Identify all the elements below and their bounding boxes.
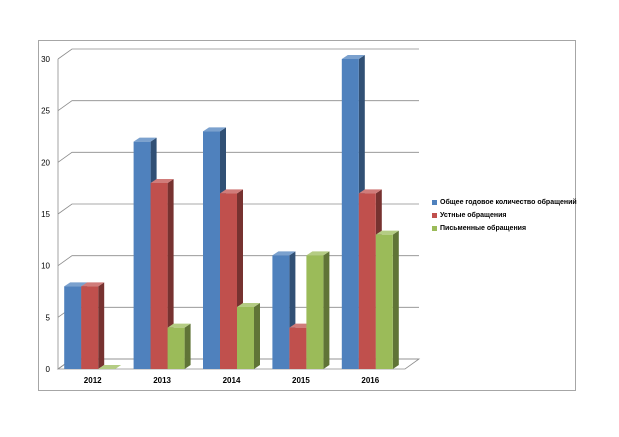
legend-label-written: Письменные обращения [440,225,527,232]
y-tick-label: 5 [46,313,51,322]
legend-label-oral: Устные обращения [440,212,507,219]
bar [167,323,191,369]
x-tick-label: 2016 [361,376,379,385]
y-tick-label: 0 [46,365,51,374]
legend-swatch-total [432,200,437,205]
y-tick-label: 15 [41,210,50,219]
legend-item-oral: Устные обращения [432,209,582,222]
bars [64,55,399,369]
y-tick-label: 10 [41,262,50,271]
y-tick-label: 25 [41,107,50,116]
gridline [57,151,419,163]
y-tick-label: 20 [41,158,50,167]
legend: Общее годовое количество обращений Устны… [432,196,582,235]
bar [81,282,105,369]
legend-item-total: Общее годовое количество обращений [432,196,582,209]
gridline [57,48,419,60]
legend-swatch-oral [432,213,437,218]
bar [375,230,399,369]
y-tick-label: 30 [41,55,50,64]
bar [150,179,174,369]
bar [306,251,330,369]
x-tick-labels: 2012 2013 2014 2015 2016 [84,376,380,385]
legend-label-total: Общее годовое количество обращений [440,199,577,206]
x-tick-label: 2012 [84,376,102,385]
x-tick-label: 2013 [153,376,171,385]
gridline [57,100,419,111]
gridline [57,255,419,266]
legend-item-written: Письменные обращения [432,222,582,235]
x-tick-label: 2015 [292,376,310,385]
legend-swatch-written [432,226,437,231]
y-tick-labels: 0 5 10 15 20 25 30 [41,55,50,374]
x-tick-label: 2014 [223,376,241,385]
gridline [57,203,419,215]
bar [98,365,122,369]
bar [237,303,260,369]
